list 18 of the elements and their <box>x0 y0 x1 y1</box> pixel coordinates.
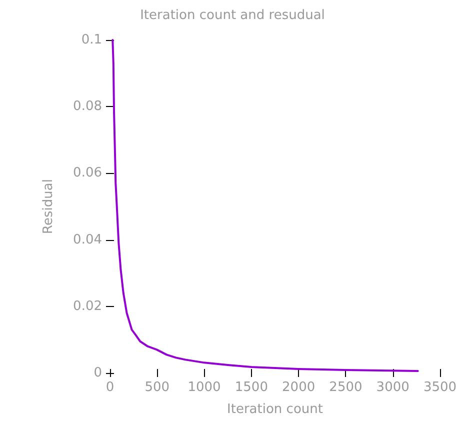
y-tick-label: 0.02 <box>73 298 102 314</box>
chart-title: Iteration count and resudual <box>140 8 325 23</box>
line-series <box>112 39 419 372</box>
y-axis-title: Residual <box>41 179 56 234</box>
y-tick-label: 0.08 <box>73 99 102 114</box>
x-tick-label: 2500 <box>329 380 362 395</box>
y-tick-label: 0 <box>94 366 102 380</box>
x-tick-label: 3500 <box>423 380 457 395</box>
x-tick-label: 3000 <box>376 380 410 395</box>
y-tick-label: 0.06 <box>73 166 102 181</box>
x-axis-title: Iteration count <box>227 402 323 417</box>
x-tick-label: 500 <box>144 380 170 395</box>
x-tick-label: 1500 <box>234 380 268 395</box>
x-tick-label: 1000 <box>188 380 221 395</box>
x-tick-label: 2000 <box>282 380 316 395</box>
y-tick-label: 0.04 <box>73 232 102 248</box>
x-tick-label: 0 <box>106 380 114 395</box>
y-tick-label: 0.1 <box>81 32 102 48</box>
